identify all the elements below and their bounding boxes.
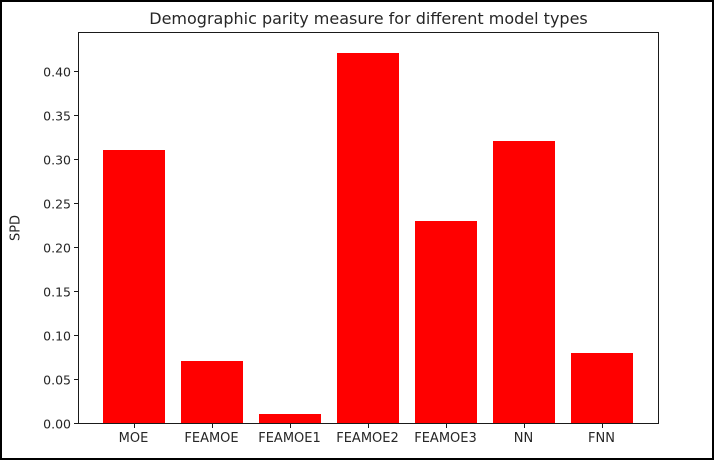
bar-feamoe2 <box>336 53 399 423</box>
y-tick-mark <box>74 115 78 116</box>
y-tick-label: 0.20 <box>43 240 71 256</box>
y-tick-label: 0.10 <box>43 328 71 344</box>
x-tick-mark <box>601 424 603 428</box>
y-tick-label: 0.40 <box>43 64 71 80</box>
x-tick-label-feamoe3: FEAMOE3 <box>414 431 477 446</box>
bar-feamoe1 <box>258 414 321 423</box>
y-tick-mark <box>74 423 78 424</box>
x-tick-label-feamoe: FEAMOE <box>184 431 239 446</box>
x-tick-label-nn: NN <box>513 431 534 446</box>
x-tick-label-moe: MOE <box>118 431 149 446</box>
x-tick-mark <box>367 424 369 428</box>
y-tick-mark <box>74 203 78 204</box>
x-tick-mark <box>445 424 447 428</box>
y-axis-label: SPD <box>8 214 24 242</box>
bar-nn <box>492 141 555 423</box>
plot-area <box>78 32 659 424</box>
y-tick-mark <box>74 379 78 380</box>
x-tick-mark <box>523 424 525 428</box>
x-tick-label-feamoe2: FEAMOE2 <box>336 431 399 446</box>
y-tick-mark <box>74 335 78 336</box>
y-tick-label: 0.15 <box>43 284 71 300</box>
x-tick-label-fnn: FNN <box>588 431 615 446</box>
bar-feamoe <box>180 361 243 423</box>
y-tick-mark <box>74 291 78 292</box>
bar-feamoe3 <box>414 221 477 423</box>
y-tick-label: 0.30 <box>43 152 71 168</box>
y-tick-label: 0.25 <box>43 196 71 212</box>
chart-title: Demographic parity measure for different… <box>149 9 588 28</box>
x-tick-label-feamoe1: FEAMOE1 <box>258 431 321 446</box>
y-tick-mark <box>74 71 78 72</box>
bar-fnn <box>570 353 633 423</box>
x-tick-mark <box>133 424 135 428</box>
x-tick-mark <box>289 424 291 428</box>
bar-moe <box>102 150 165 423</box>
y-tick-mark <box>74 159 78 160</box>
y-tick-label: 0.05 <box>43 372 71 388</box>
x-tick-mark <box>211 424 213 428</box>
y-tick-label: 0.35 <box>43 108 71 124</box>
y-tick-mark <box>74 247 78 248</box>
y-tick-label: 0.00 <box>43 416 71 432</box>
